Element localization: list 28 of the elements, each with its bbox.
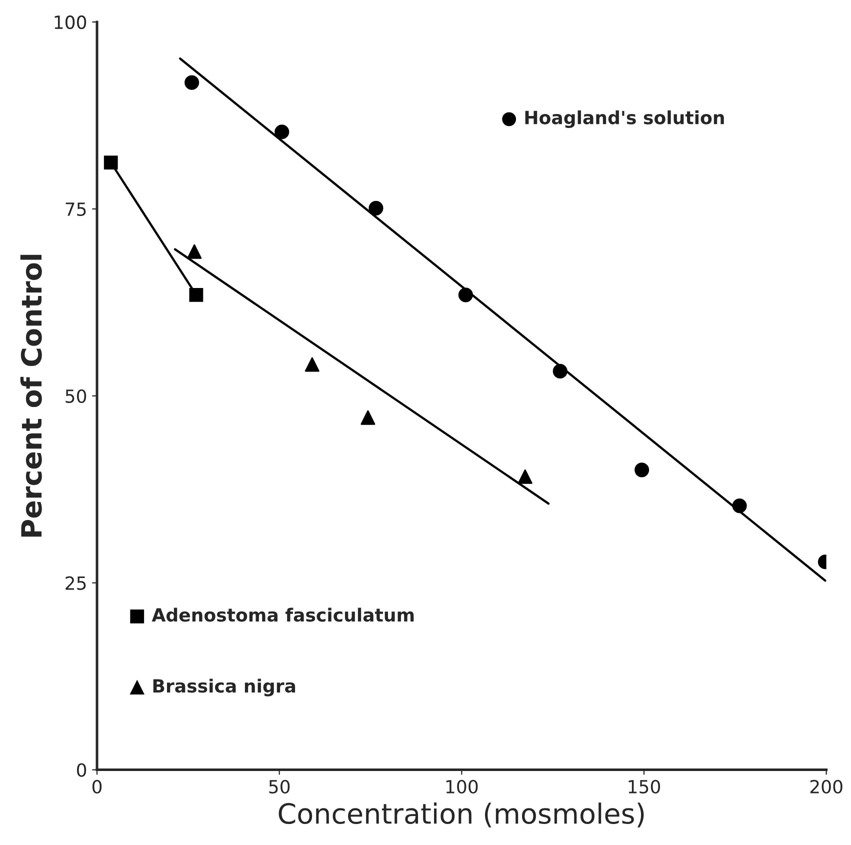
point — [184, 75, 200, 90]
x-tick-label: 200 — [810, 780, 842, 794]
point — [518, 469, 532, 484]
legend-label: Brassica nigra — [153, 678, 296, 696]
y-tick-label: 50 — [66, 389, 86, 403]
point — [360, 410, 376, 425]
y-tick-label: 0 — [76, 763, 86, 777]
y-axis-title: Percent of Control — [20, 254, 42, 537]
point — [304, 357, 320, 372]
point — [104, 156, 118, 170]
legend-label: Adenostoma fasciculatum — [152, 608, 414, 622]
y-tick-label: 100 — [54, 15, 86, 30]
x-tick-label: 0 — [92, 780, 102, 794]
y-tick-label: 75 — [66, 202, 86, 216]
point — [189, 288, 204, 302]
x-axis-title: Concentration (mosmoles) — [278, 802, 644, 828]
point — [368, 200, 384, 216]
legend-label: Hoagland's solution — [525, 110, 724, 128]
point — [274, 124, 290, 140]
x-tick-label: 150 — [628, 780, 660, 794]
point — [634, 462, 650, 478]
point — [732, 498, 747, 514]
point — [458, 288, 473, 302]
point — [552, 364, 568, 378]
x-tick-label: 50 — [269, 780, 290, 794]
y-tick-label: 25 — [66, 576, 86, 590]
point — [187, 244, 202, 259]
x-tick-label: 100 — [446, 780, 478, 794]
